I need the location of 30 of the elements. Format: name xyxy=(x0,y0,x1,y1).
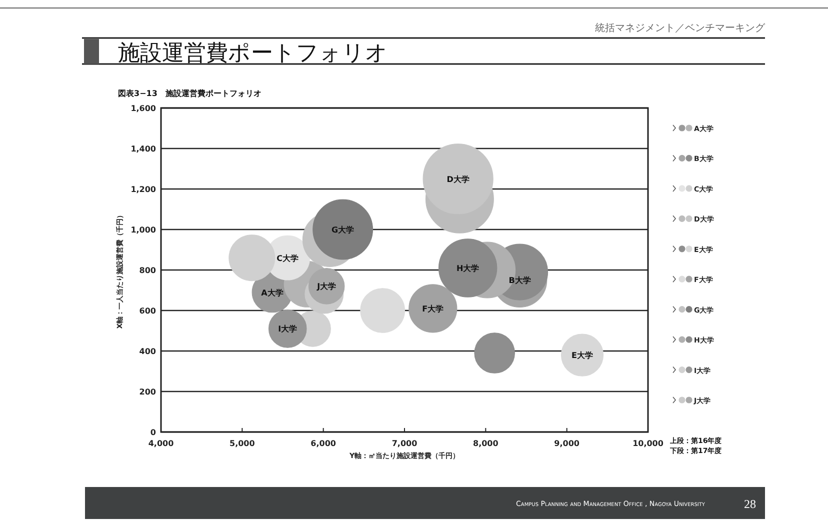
chart-title: 施設運営費ポートフォリオ xyxy=(118,41,388,66)
annotation: C大学 xyxy=(276,254,299,263)
annotation: E大学 xyxy=(572,351,593,360)
y-tick-label: 800 xyxy=(139,266,156,275)
x-tick-label: 7,000 xyxy=(392,439,418,448)
annotation: A大学 xyxy=(261,288,284,298)
annotation: D大学 xyxy=(446,174,470,184)
y-tick-label: 0 xyxy=(150,428,156,437)
y-tick-label: 1,200 xyxy=(130,185,156,194)
chart-subtitle: 図表3−13 施設運営費ポートフォリオ xyxy=(118,89,262,98)
x-tick-label: 10,000 xyxy=(632,439,664,448)
x-tick-label: 6,000 xyxy=(310,439,336,448)
annotation: H大学 xyxy=(456,264,480,273)
annotation: B大学 xyxy=(508,276,531,286)
annotation: F大学 xyxy=(422,304,444,314)
y-tick-label: 400 xyxy=(139,347,156,356)
x-tick-label: 9,000 xyxy=(554,439,580,448)
y-tick-label: 1,000 xyxy=(130,226,156,234)
y-tick-label: 600 xyxy=(139,306,156,316)
annotation: I大学 xyxy=(278,324,298,334)
annotation: G大学 xyxy=(332,226,354,234)
x-tick-label: 4,000 xyxy=(148,439,174,448)
y-tick-label: 1,600 xyxy=(130,104,156,113)
x-tick-label: 5,000 xyxy=(230,439,256,448)
text: 28 xyxy=(744,497,756,511)
text: 統括マネジメント／ベンチマーキング xyxy=(595,22,766,34)
x-tick-label: 8,000 xyxy=(473,439,499,448)
y-tick-label: 1,400 xyxy=(130,144,156,154)
annotation: J大学 xyxy=(317,282,336,292)
y-tick-label: 200 xyxy=(139,388,156,396)
